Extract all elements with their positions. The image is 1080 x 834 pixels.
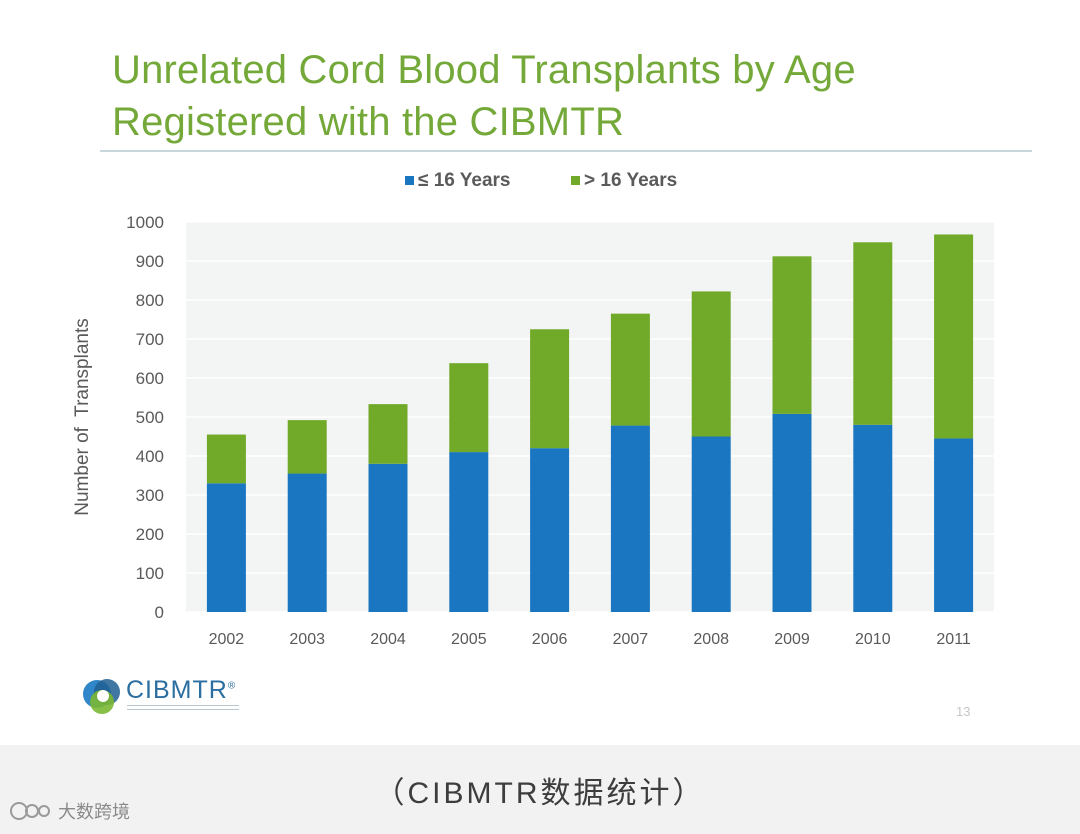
x-tick-label: 2006 [532,631,568,648]
y-tick-label: 500 [136,408,164,427]
x-tick-label: 2002 [209,631,245,648]
title-divider [100,150,1032,152]
x-tick-label: 2009 [774,631,810,648]
slide-title: Unrelated Cord Blood Transplants by Age … [112,44,856,148]
bar-gt16-2010 [853,242,893,425]
y-tick-label: 600 [136,369,164,388]
caption: （CIBMTR数据统计） [374,777,706,810]
x-tick-label: 2011 [936,631,971,648]
bar-le16-2006 [530,448,570,612]
x-tick-label: 2003 [289,631,325,648]
y-tick-label: 300 [136,486,164,505]
bar-le16-2007 [610,425,650,612]
watermark-text: 大数跨境 [58,802,130,822]
y-tick-label: 0 [155,603,164,622]
bar-gt16-2006 [530,329,570,449]
legend-swatch-gt16 [571,176,580,185]
y-tick-label: 200 [136,525,164,544]
y-axis-title: Number of Transplants [72,318,93,515]
bar-gt16-2009 [772,256,812,414]
x-tick-label: 2004 [370,631,406,648]
bar-le16-2008 [691,436,731,612]
y-tick-label: 700 [136,330,164,349]
watermark: 大数跨境 [8,798,130,824]
legend-swatch-le16 [405,176,414,185]
bar-gt16-2008 [691,291,731,437]
bar-le16-2010 [853,424,893,612]
bar-gt16-2003 [287,420,327,474]
bar-gt16-2011 [934,234,974,439]
bar-le16-2004 [368,463,408,612]
x-tick-label: 2005 [451,631,487,648]
slide-title-line-2: Registered with the CIBMTR [112,100,625,144]
bar-le16-2003 [287,473,327,612]
bar-gt16-2002 [206,434,246,484]
y-tick-label: 900 [136,252,164,271]
bar-gt16-2007 [610,313,650,426]
y-tick-label: 100 [136,564,164,583]
y-tick-label: 1000 [126,213,164,232]
slide-title-line-1: Unrelated Cord Blood Transplants by Age [112,48,856,92]
bar-le16-2009 [772,413,812,612]
logo-subtitle-lines [127,705,239,710]
legend-label-le16: ≤ 16 Years [418,170,511,191]
x-tick-label: 2008 [693,631,729,648]
cibmtr-logo: CIBMTR® [80,672,270,722]
slide: Unrelated Cord Blood Transplants by Age … [0,0,1080,745]
watermark-logo-icon [10,802,50,820]
legend-label-gt16: > 16 Years [584,170,677,191]
bar-gt16-2005 [449,363,489,453]
stacked-bar-chart: 0 100 200 300 400 500 600 700 800 900 1000 Number o… [72,170,994,648]
page-number: 13 [956,704,971,719]
bar-gt16-2004 [368,404,408,464]
y-tick-label: 800 [136,291,164,310]
bar-le16-2002 [206,483,246,612]
cibmtr-logo-icon [83,679,120,714]
y-tick-label: 400 [136,447,164,466]
bar-le16-2005 [449,452,489,612]
bar-le16-2011 [934,438,974,612]
logo-text: CIBMTR [126,676,228,704]
x-tick-label: 2010 [855,631,891,648]
logo-registered-mark: ® [227,680,237,692]
x-tick-label: 2007 [613,631,649,648]
